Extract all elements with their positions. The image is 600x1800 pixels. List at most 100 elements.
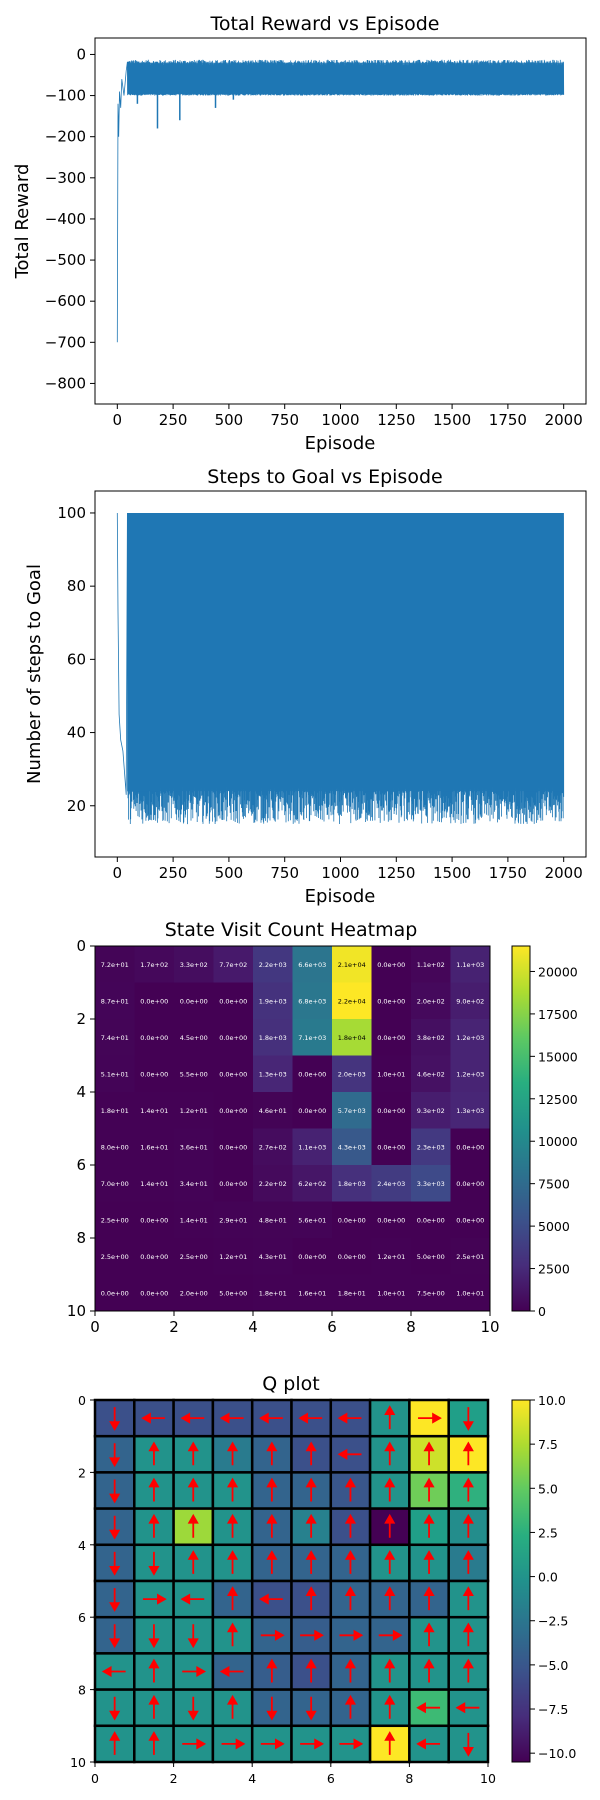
q-arrow-up: [384, 1477, 396, 1502]
q-arrow-up: [384, 1550, 396, 1574]
x-tick-label: 4: [248, 1771, 256, 1786]
y-tick-label: 4: [78, 1538, 86, 1553]
colorbar-tick-label: 15000: [538, 1049, 578, 1064]
q-arrow-down: [109, 1588, 121, 1612]
q-arrow-up: [344, 1513, 357, 1538]
y-tick-label: −100: [45, 87, 86, 105]
visit-cell-label: 3.8e+02: [417, 1034, 445, 1042]
q-arrow-up: [226, 1694, 239, 1719]
q-arrow-up: [423, 1658, 435, 1683]
y-tick-label: 100: [57, 504, 86, 522]
reward-series-line: [116, 59, 565, 343]
q-arrow-down: [187, 1624, 199, 1649]
visit-cell: [450, 1019, 491, 1056]
q-arrow-right: [378, 1629, 403, 1641]
reward-x-ticks: 0 250 500 750 1000 1250 1500 1750 2000: [113, 404, 583, 429]
colorbar-tick-label: 5000: [538, 1219, 570, 1234]
visit-cell: [332, 1055, 372, 1093]
visit-cell-label: 0.0e+00: [140, 1289, 168, 1297]
x-tick-label: 500: [215, 864, 244, 882]
q-arrow-right: [339, 1629, 364, 1641]
colorbar-tick-label: −2.5: [538, 1614, 568, 1629]
visit-cell: [371, 982, 412, 1020]
q-arrow-up: [462, 1441, 474, 1466]
visit-cell-label: 0.0e+00: [101, 1289, 129, 1297]
y-tick-label: −500: [45, 251, 86, 269]
q-arrow-up: [266, 1441, 278, 1466]
visit-cell: [371, 1201, 412, 1239]
q-ticks: 0 2 4 6 8 10 0 2 4 6 8 10: [70, 1393, 496, 1786]
steps-chart: Steps to Goal vs Episode 0 250 500 750 1000 1…: [24, 466, 587, 907]
steps-y-label: Number of steps to Goal: [24, 564, 45, 784]
visit-cell: [95, 1128, 135, 1166]
visit-cell-label: 2.5e+00: [180, 1253, 208, 1261]
visit-cell: [95, 982, 135, 1020]
visit-cell-label: 5.6e+01: [298, 1216, 326, 1224]
q-axes-frame: [94, 1399, 489, 1763]
q-arrow-right: [182, 1665, 207, 1678]
visit-cell-label: 2.5e+01: [456, 1253, 484, 1261]
visit-cell: [292, 946, 333, 983]
visit-cell: [253, 1274, 293, 1312]
visit-cell: [332, 1238, 372, 1275]
visit-cell-label: 4.3e+03: [338, 1143, 366, 1151]
visit-cell: [450, 1201, 491, 1239]
visit-heatmap-cells: 7.2e+01 1.7e+02 3.3e+02 7.7e+02 2.2e+03 6.6e+…: [95, 946, 491, 1312]
visit-cell: [134, 1201, 175, 1239]
visit-cell: [450, 1055, 491, 1093]
q-arrow-up: [187, 1550, 199, 1574]
visit-cell-label: 1.8e+03: [259, 1034, 287, 1042]
visit-cell: [292, 1019, 333, 1056]
visit-cell-label: 0.0e+00: [140, 1070, 168, 1078]
visit-cell-label: 1.2e+03: [456, 1034, 484, 1042]
y-tick-label: 8: [78, 1683, 86, 1698]
visit-cell: [213, 982, 254, 1020]
y-tick-label: 0: [78, 1393, 86, 1408]
q-arrow-right: [142, 1593, 167, 1605]
visit-cell: [134, 1274, 175, 1312]
visit-axes-frame: [94, 945, 491, 1312]
visit-cell: [332, 1165, 372, 1202]
q-arrow-up: [344, 1694, 357, 1719]
visit-cell-label: 1.2e+01: [219, 1253, 247, 1261]
visit-cell: [411, 982, 451, 1020]
visit-cell-label: 0.0e+00: [219, 1143, 247, 1151]
visit-cell-label: 1.0e+01: [377, 1070, 405, 1078]
q-arrow-down: [148, 1551, 160, 1576]
q-arrow-up: [305, 1513, 317, 1538]
x-tick-label: 8: [406, 1318, 416, 1336]
q-arrow-down: [109, 1479, 121, 1504]
q-arrow-left: [259, 1593, 283, 1605]
q-colorbar: 10.0 7.5 5.0 2.5 0.0 −2.5 −5.0 −7.5 −10.0: [511, 1393, 576, 1763]
visit-cell: [371, 1274, 412, 1312]
visit-cell: [411, 1165, 451, 1202]
visit-cell: [134, 1019, 175, 1056]
q-arrow-right: [260, 1629, 285, 1641]
visit-cell-label: 1.2e+03: [456, 1070, 484, 1078]
visit-cell-label: 1.8e+01: [101, 1107, 129, 1115]
visit-cell-label: 2.5e+00: [101, 1216, 129, 1224]
reward-x-label: Episode: [305, 433, 376, 454]
visit-cell: [371, 1092, 412, 1129]
q-arrow-down: [187, 1696, 199, 1721]
visit-cell-label: 1.8e+01: [259, 1289, 287, 1297]
y-tick-label: 8: [76, 1229, 86, 1247]
visit-cell: [213, 1201, 254, 1239]
q-arrow-left: [180, 1593, 205, 1605]
q-arrow-up: [148, 1477, 160, 1502]
q-arrow-left: [141, 1412, 165, 1424]
colorbar-tick-label: 12500: [538, 1092, 578, 1107]
visit-cell: [292, 1201, 333, 1239]
visit-cell-label: 0.0e+00: [140, 1034, 168, 1042]
visit-cell-label: 2.0e+00: [180, 1289, 208, 1297]
visit-cell: [371, 1019, 412, 1056]
visit-cell: [253, 946, 293, 983]
visit-cell: [371, 1055, 412, 1093]
q-arrow-up: [305, 1586, 317, 1611]
visit-cell-label: 4.3e+01: [259, 1253, 287, 1261]
visit-cell-label: 3.6e+01: [180, 1143, 208, 1151]
visit-cell: [371, 1165, 412, 1202]
visit-cell-label: 4.8e+01: [259, 1216, 287, 1224]
visit-cell: [253, 982, 293, 1020]
x-tick-label: 10: [480, 1771, 496, 1786]
